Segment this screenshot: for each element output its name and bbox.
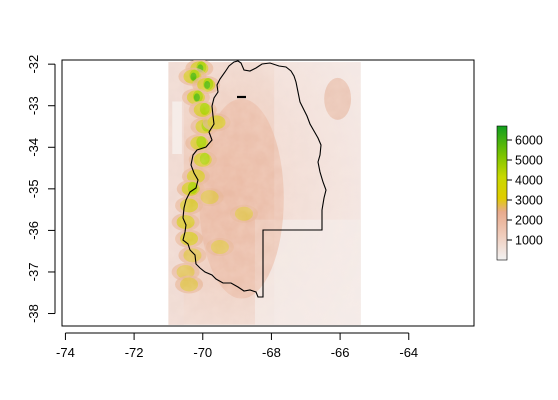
y-tick-label: -38: [26, 304, 41, 323]
x-tick-label: -72: [125, 345, 144, 360]
elevation-raster: [168, 60, 361, 325]
x-tick-label: -70: [193, 345, 212, 360]
x-tick-label: -64: [399, 345, 418, 360]
y-tick-label: -35: [26, 179, 41, 198]
x-tick-label: -74: [56, 345, 75, 360]
legend-tick-label: 6000: [515, 134, 543, 148]
y-tick-label: -33: [26, 96, 41, 115]
x-tick-label: -68: [262, 345, 281, 360]
y-tick-label: -37: [26, 263, 41, 282]
legend-tick-label: 2000: [515, 214, 543, 228]
x-tick-label: -66: [331, 345, 350, 360]
x-axis: -74 -72 -70 -68 -66 -64: [56, 332, 418, 360]
y-tick-label: -34: [26, 138, 41, 157]
y-tick-label: -36: [26, 221, 41, 240]
legend-tick-label: 5000: [515, 154, 543, 168]
elevation-legend: 1000 2000 3000 4000 5000 6000: [496, 125, 543, 261]
legend-tick-label: 3000: [515, 194, 543, 208]
province-boundary: [182, 60, 327, 298]
y-tick-label: -32: [26, 55, 41, 74]
legend-colorbar: [496, 125, 508, 261]
legend-tick-label: 1000: [515, 234, 543, 248]
legend-tick-label: 4000: [515, 174, 543, 188]
y-axis: -32 -33 -34 -35 -36 -37 -38: [26, 55, 56, 323]
